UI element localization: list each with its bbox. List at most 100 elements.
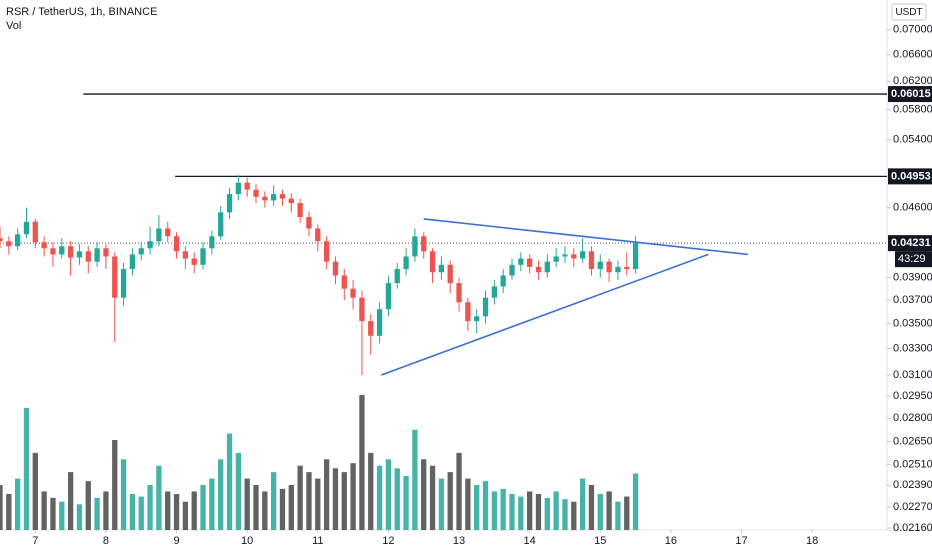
y-tick-label: 0.05800: [893, 103, 932, 115]
volume-bar: [306, 472, 312, 530]
y-tick-label: 0.04600: [893, 202, 932, 214]
candle-body: [85, 251, 91, 262]
candle-body: [253, 189, 259, 197]
volume-bar: [332, 468, 339, 530]
candle-body: [262, 196, 268, 201]
volume-bar: [297, 465, 303, 530]
volume-bar: [182, 501, 189, 530]
volume-bar: [191, 491, 197, 530]
candle-body: [368, 321, 374, 336]
volume-bar: [6, 494, 12, 530]
volume-bar: [482, 481, 489, 530]
countdown: 43:29: [898, 253, 926, 265]
candle-body: [306, 217, 312, 229]
candle-body: [403, 256, 409, 270]
candle-body: [315, 228, 321, 242]
x-tick-label: 10: [241, 535, 253, 547]
last-price-box: [888, 235, 932, 252]
candle-body: [394, 269, 400, 284]
candle-body: [606, 261, 612, 273]
volume-bar: [112, 440, 118, 530]
candle-body: [429, 251, 436, 273]
volume-bar: [465, 478, 471, 530]
candle-body: [173, 236, 180, 252]
volume-bar: [235, 452, 241, 530]
y-tick-label: 0.03500: [893, 317, 932, 329]
y-tick-label: 0.07000: [893, 24, 932, 36]
candle-body: [535, 266, 542, 273]
volume-bar: [553, 491, 559, 530]
last-price-label: 0.04231: [891, 237, 931, 249]
volume-bar: [544, 497, 550, 530]
currency[interactable]: USDT: [895, 7, 922, 18]
candle-body: [624, 266, 630, 270]
candle-body: [138, 248, 144, 255]
candle-body: [297, 203, 303, 218]
candle-body: [67, 246, 74, 258]
volume-bar: [120, 459, 127, 530]
candle-body: [482, 297, 489, 317]
y-tick-label: 0.02390: [893, 479, 932, 491]
volume-bar: [103, 491, 109, 530]
volume-bar: [271, 472, 277, 530]
level-label: 0.06015: [891, 88, 931, 100]
x-tick-label: 8: [103, 535, 109, 547]
volume-bar: [244, 478, 250, 530]
candle-body: [41, 242, 47, 249]
volume-bar: [350, 463, 356, 530]
candle-body: [279, 194, 286, 199]
candle-body: [518, 258, 524, 265]
candle-body: [120, 269, 127, 298]
candle-body: [615, 266, 621, 273]
candle-body: [385, 283, 392, 310]
candle-body: [288, 198, 294, 204]
volume-bar: [429, 465, 436, 530]
candle-body: [182, 251, 189, 259]
candle-body: [15, 234, 21, 247]
candle-body: [191, 258, 197, 265]
volume-bar: [288, 485, 294, 530]
candle-body: [50, 248, 56, 255]
trendline: [423, 218, 748, 256]
candle-body: [350, 288, 356, 298]
volume-bar: [518, 496, 524, 530]
level-label-box: [888, 168, 932, 185]
candle-body: [341, 275, 347, 289]
candle-body: [474, 316, 480, 322]
y-tick-label: 0.05400: [893, 134, 932, 146]
x-tick-label: 11: [312, 535, 323, 547]
candle-body: [112, 256, 118, 298]
candle-body: [129, 254, 136, 270]
candle-body: [438, 264, 445, 273]
candle-body: [579, 251, 586, 259]
volume-bar: [606, 491, 612, 530]
candle-body: [94, 248, 100, 262]
volume-bar: [129, 494, 136, 530]
x-tick-label: 7: [32, 535, 38, 547]
candle-body: [509, 264, 515, 276]
volume-bar: [491, 491, 497, 530]
candle-body: [376, 309, 383, 336]
volume-bar: [421, 459, 427, 530]
volume-bar: [147, 485, 153, 530]
candle-body: [359, 297, 365, 322]
candle-body: [500, 275, 506, 287]
volume-bar: [59, 501, 65, 530]
x-tick-label: 18: [806, 535, 818, 547]
volume-bar: [438, 478, 445, 530]
candle-body: [209, 236, 215, 249]
y-tick-label: 0.02160: [893, 522, 932, 534]
candle-body: [588, 251, 595, 270]
candle-body: [200, 248, 206, 265]
volume-bar: [509, 494, 515, 530]
volume-bar: [67, 472, 74, 530]
x-tick-label: 9: [173, 535, 179, 547]
volume-bar: [50, 497, 56, 530]
y-tick-label: 0.02800: [893, 412, 932, 424]
candle-body: [156, 228, 162, 242]
candle-body: [553, 256, 559, 262]
currency-box[interactable]: [891, 3, 927, 21]
candle-body: [632, 243, 639, 270]
volume-bar: [579, 478, 586, 530]
